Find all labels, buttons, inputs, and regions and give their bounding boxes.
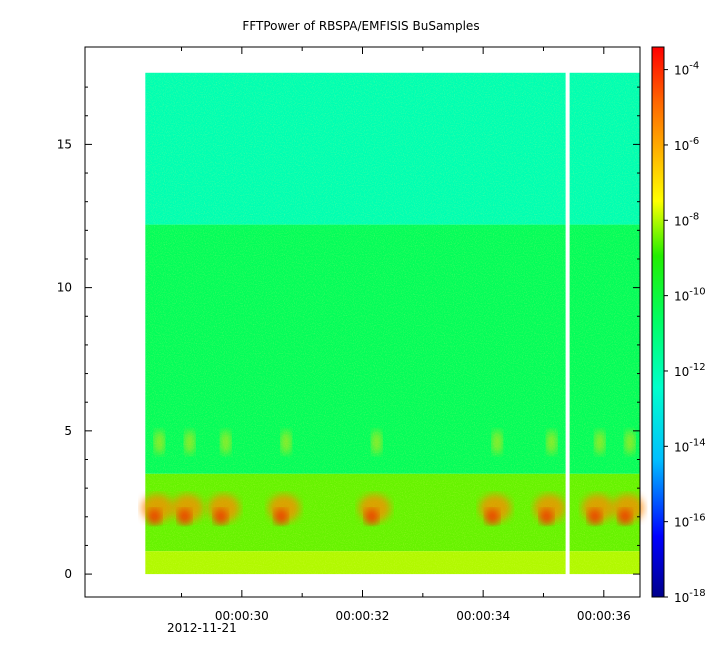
burst-upper xyxy=(184,430,195,455)
colorbar-tick-label: 10-4 xyxy=(674,61,699,78)
x-tick-label: 00:00:32 xyxy=(336,609,390,623)
burst-core xyxy=(213,508,228,525)
colorbar-tick-label: 10-10 xyxy=(674,287,706,304)
colorbar-tick-label: 10-6 xyxy=(674,136,699,153)
burst-upper xyxy=(220,430,231,455)
burst-core xyxy=(587,508,602,525)
burst-core xyxy=(147,508,162,525)
x-tick-label: 00:00:30 xyxy=(215,609,269,623)
heatmap-noise xyxy=(145,72,640,575)
chart-title: FFTPower of RBSPA/EMFISIS BuSamples xyxy=(242,19,479,33)
y-tick-label: 10 xyxy=(57,281,72,295)
colorbar-tick-label: 10-18 xyxy=(674,588,706,605)
y-axis: 0 5 10 15 xyxy=(57,86,640,581)
burst-upper xyxy=(371,430,382,455)
burst-upper xyxy=(546,430,557,455)
burst-upper xyxy=(492,430,503,455)
burst-core xyxy=(617,508,632,525)
data-gap xyxy=(565,71,570,576)
burst-upper xyxy=(154,430,165,455)
burst-core xyxy=(485,508,500,525)
y-tick-label: 15 xyxy=(57,137,72,151)
burst-upper xyxy=(594,430,605,455)
y-tick-label: 0 xyxy=(64,567,72,581)
colorbar-axis: 10-18 10-16 10-14 10-12 10-10 10-8 10-6 10-4 xyxy=(664,61,706,605)
y-tick-label: 5 xyxy=(64,424,72,438)
x-tick-label: 00:00:34 xyxy=(456,609,510,623)
colorbar-tick-label: 10-14 xyxy=(674,437,706,454)
colorbar-tick-label: 10-12 xyxy=(674,362,706,379)
burst-core xyxy=(177,508,192,525)
colorbar xyxy=(651,46,665,598)
x-axis: 00:00:30 00:00:32 00:00:34 00:00:36 xyxy=(181,47,631,623)
burst-upper xyxy=(624,430,635,455)
burst-core xyxy=(274,508,289,525)
x-tick-label: 00:00:36 xyxy=(577,609,631,623)
x-date-label: 2012-11-21 xyxy=(167,621,237,635)
burst-core xyxy=(364,508,379,525)
heatmap-area xyxy=(141,71,644,576)
colorbar-tick-label: 10-8 xyxy=(674,211,699,228)
burst-core xyxy=(539,508,554,525)
burst-upper xyxy=(281,430,292,455)
colorbar-tick-label: 10-16 xyxy=(674,513,706,530)
